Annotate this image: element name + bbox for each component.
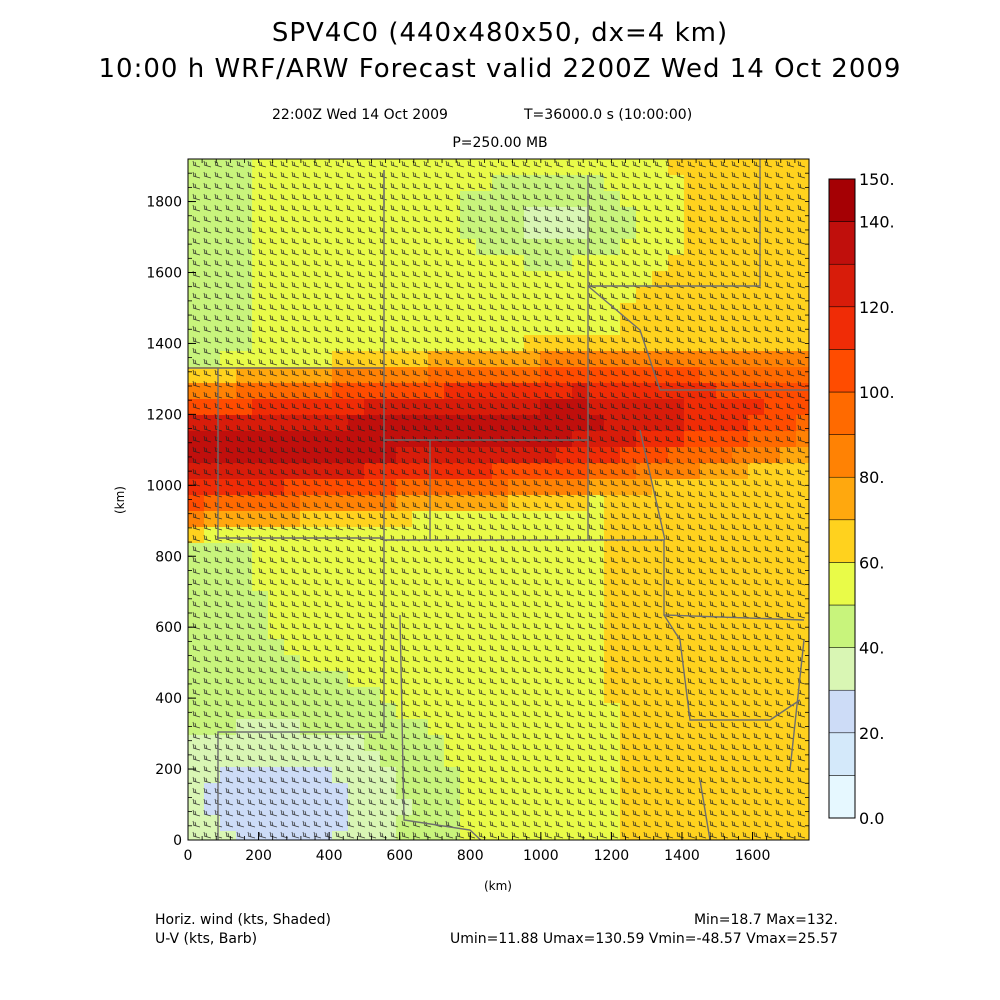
colorbar-swatch bbox=[828, 519, 856, 563]
footer-field-1: Horiz. wind (kts, Shaded) bbox=[155, 912, 331, 928]
colorbar: 0.0 20. 40. 60. 80. 100. 120. 140. 150. bbox=[828, 170, 895, 828]
colorbar-swatch bbox=[828, 434, 856, 478]
y-tick-label: 1600 bbox=[146, 266, 182, 282]
y-tick-label: 600 bbox=[155, 620, 182, 636]
x-tick-label: 200 bbox=[245, 848, 272, 864]
colorbar-label: 40. bbox=[859, 639, 884, 658]
x-tick-label: 800 bbox=[457, 848, 484, 864]
y-tick-label: 1000 bbox=[146, 478, 182, 494]
x-tick-label: 1400 bbox=[664, 848, 700, 864]
colorbar-swatch bbox=[828, 349, 856, 393]
colorbar-label: 140. bbox=[859, 213, 895, 232]
footer-uv-stats: Umin=11.88 Umax=130.59 Vmin=-48.57 Vmax=… bbox=[449, 931, 838, 947]
y-tick-label: 1400 bbox=[146, 336, 182, 352]
x-tick-label: 400 bbox=[316, 848, 343, 864]
pressure-level: P=250.00 MB bbox=[452, 135, 548, 151]
colorbar-swatch bbox=[828, 306, 856, 350]
colorbar-label: 150. bbox=[859, 170, 895, 189]
y-tick-label: 400 bbox=[155, 691, 182, 707]
colorbar-swatch bbox=[828, 689, 856, 734]
valid-time: 22:00Z Wed 14 Oct 2009 bbox=[272, 107, 448, 123]
footer-field-2: U-V (kts, Barb) bbox=[155, 931, 258, 947]
colorbar-swatch bbox=[828, 263, 856, 308]
y-tick-label: 1200 bbox=[146, 407, 182, 423]
colorbar-label: 20. bbox=[859, 724, 884, 743]
x-tick-label: 1600 bbox=[735, 848, 771, 864]
colorbar-swatch bbox=[828, 604, 856, 648]
y-tick-label: 200 bbox=[155, 762, 182, 778]
footer-minmax: Min=18.7 Max=132. bbox=[693, 912, 838, 928]
colorbar-swatch bbox=[828, 391, 856, 435]
state-borders bbox=[188, 159, 809, 840]
colorbar-label: 120. bbox=[859, 298, 895, 317]
colorbar-label: 80. bbox=[859, 468, 884, 487]
time-info: T=36000.0 s (10:00:00) bbox=[524, 107, 693, 123]
axes: 0 200 400 600 800 1000 1200 1400 1600 0 200 400 600 8… bbox=[146, 158, 810, 864]
x-tick-label: 1200 bbox=[594, 848, 630, 864]
y-tick-label: 800 bbox=[155, 549, 182, 565]
y-tick-label: 1800 bbox=[146, 195, 182, 211]
colorbar-swatch bbox=[828, 221, 856, 265]
y-axis-label: (km) bbox=[113, 486, 127, 514]
colorbar-swatch bbox=[828, 732, 856, 776]
x-tick-label: 0 bbox=[184, 848, 193, 864]
x-tick-label: 600 bbox=[386, 848, 413, 864]
x-axis-label: (km) bbox=[484, 879, 512, 893]
title-line-2: 10:00 h WRF/ARW Forecast valid 2200Z Wed… bbox=[98, 54, 902, 84]
colorbar-swatch bbox=[828, 476, 856, 521]
colorbar-label: 100. bbox=[859, 383, 895, 402]
y-tick-label: 0 bbox=[173, 833, 182, 849]
colorbar-label: 60. bbox=[859, 553, 884, 572]
colorbar-label: 0.0 bbox=[859, 809, 884, 828]
wind-barbs bbox=[192, 160, 806, 839]
colorbar-swatch bbox=[828, 562, 856, 606]
x-tick-label: 1000 bbox=[523, 848, 559, 864]
colorbar-swatch bbox=[828, 775, 856, 819]
colorbar-swatch bbox=[828, 178, 856, 222]
colorbar-swatch bbox=[828, 647, 856, 691]
title-line-1: SPV4C0 (440x480x50, dx=4 km) bbox=[271, 18, 729, 48]
